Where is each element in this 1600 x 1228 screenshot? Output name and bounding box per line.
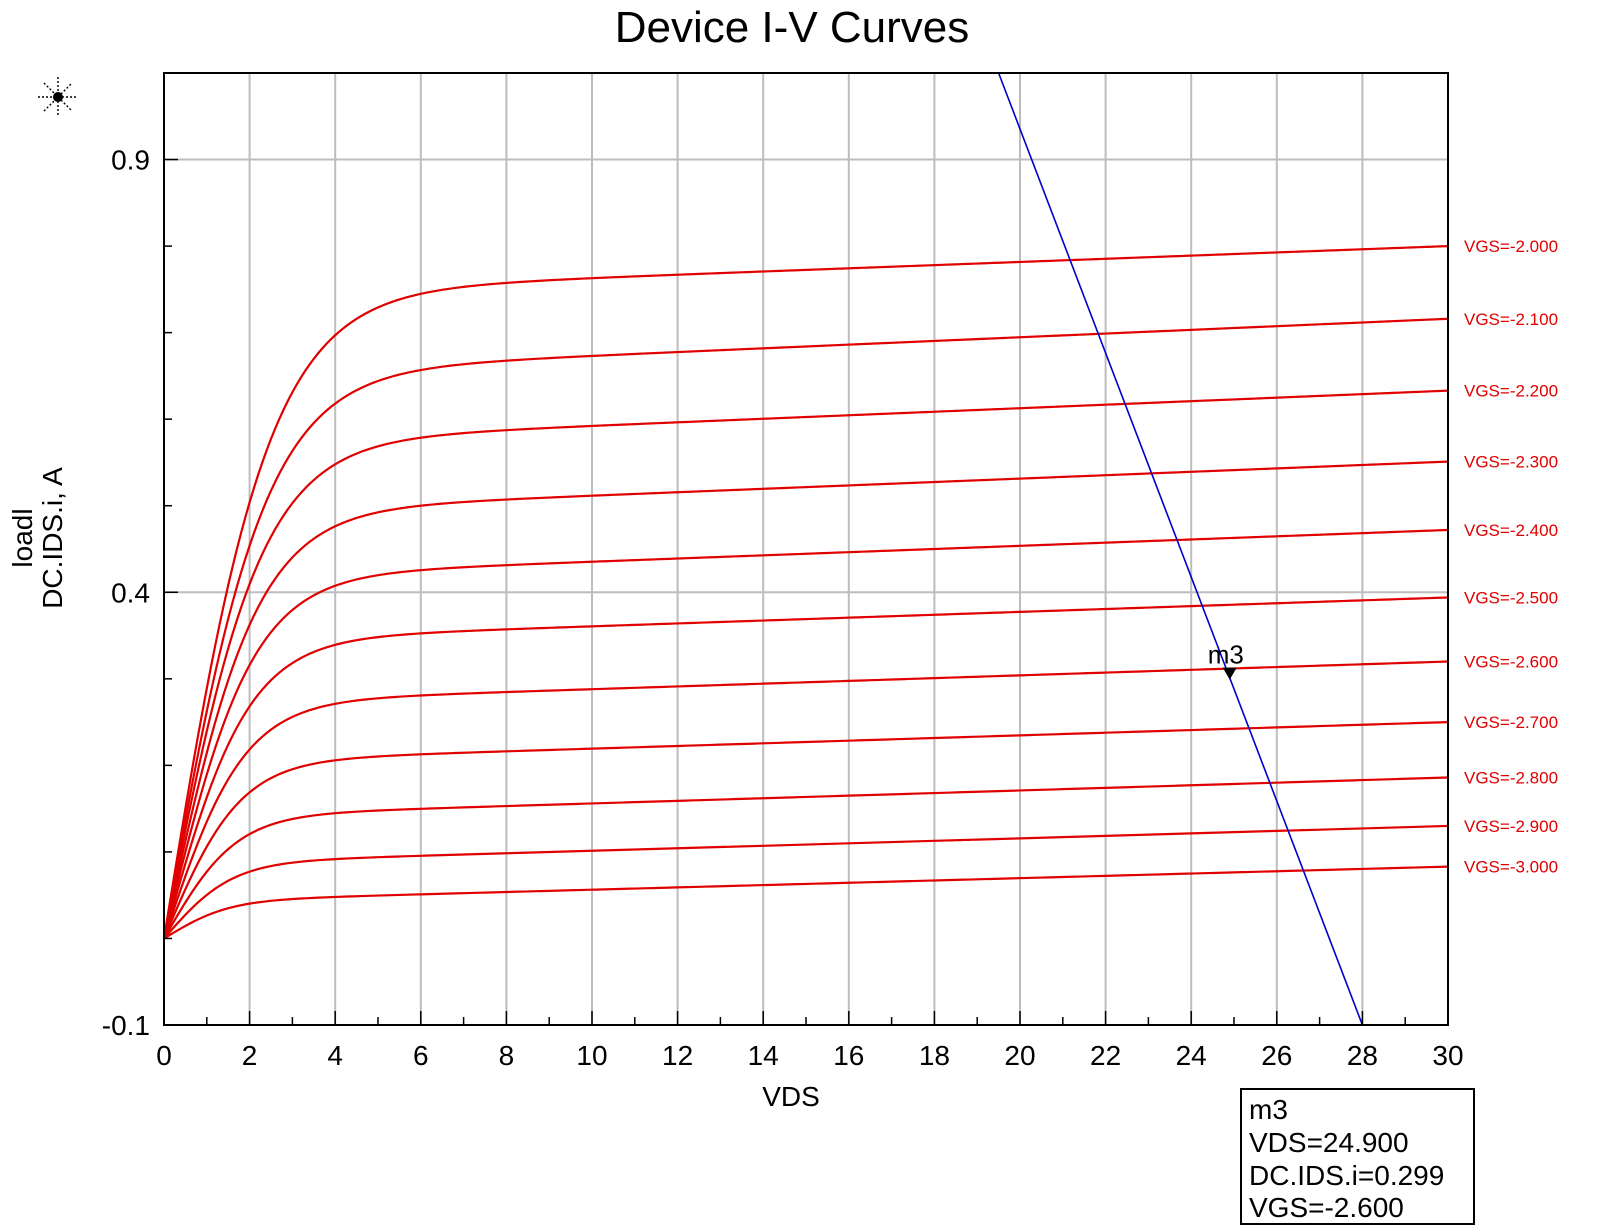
grid-lines (163, 73, 1449, 1026)
x-tick-label: 12 (662, 1040, 693, 1071)
y-axis-title: loadl DC.IDS.i, A (7, 467, 68, 609)
curve-label: VGS=-2.200 (1464, 382, 1558, 401)
x-tick-label: 4 (327, 1040, 343, 1071)
logo-icon (38, 77, 78, 117)
iv-curve (162, 244, 1449, 939)
iv-curve (163, 776, 1449, 940)
x-axis-title: VDS (762, 1081, 820, 1112)
iv-curve (162, 389, 1449, 939)
chart-title: Device I-V Curves (615, 3, 970, 52)
plot-border (163, 72, 1449, 1026)
curve-label: VGS=-2.100 (1464, 310, 1558, 329)
axis-ticks: 0 2 4 6 8 10 12 14 16 18 20 22 24 26 28 300.90.4-0.1 (102, 72, 1464, 1071)
x-tick-label: 16 (833, 1040, 864, 1071)
y-axis-title-line-2: DC.IDS.i, A (37, 467, 68, 609)
iv-curve (163, 824, 1449, 940)
iv-curves (162, 244, 1449, 940)
x-tick-label: 0 (156, 1040, 172, 1071)
readout-line-1: m3 (1249, 1094, 1288, 1125)
y-axis-title-line-1: loadl (7, 508, 38, 567)
curve-label: VGS=-2.900 (1464, 817, 1558, 836)
marker-label: m3 (1208, 640, 1244, 670)
curve-label: VGS=-2.600 (1464, 653, 1558, 672)
load-line-layer (997, 72, 1364, 1026)
marker-layer: m3 (1208, 640, 1244, 680)
curve-labels: VGS=-2.000 VGS=-2.100 VGS=-2.200 VGS=-2.300… (1464, 237, 1558, 877)
curve-label: VGS=-2.400 (1464, 521, 1558, 540)
x-tick-label: 20 (1004, 1040, 1035, 1071)
x-tick-label: 30 (1432, 1040, 1463, 1071)
iv-curve (162, 317, 1449, 939)
x-tick-label: 22 (1090, 1040, 1121, 1071)
x-tick-label: 2 (242, 1040, 258, 1071)
x-tick-label: 14 (748, 1040, 779, 1071)
iv-curve (163, 865, 1449, 940)
x-tick-label: 6 (413, 1040, 429, 1071)
x-tick-label: 26 (1261, 1040, 1292, 1071)
x-tick-label: 24 (1176, 1040, 1207, 1071)
curve-label: VGS=-3.000 (1464, 858, 1558, 877)
readout-line-4: VGS=-2.600 (1249, 1192, 1404, 1223)
marker-readout-box: m3 VDS=24.900 DC.IDS.i=0.299 VGS=-2.600 (1240, 1088, 1475, 1225)
x-tick-label: 8 (499, 1040, 515, 1071)
x-tick-label: 10 (576, 1040, 607, 1071)
curve-label: VGS=-2.500 (1464, 588, 1558, 607)
iv-curve (162, 528, 1449, 939)
readout-line-3: DC.IDS.i=0.299 (1249, 1160, 1444, 1191)
iv-curve (162, 720, 1449, 939)
curve-label: VGS=-2.700 (1464, 713, 1558, 732)
curve-label: VGS=-2.300 (1464, 453, 1558, 472)
x-tick-label: 28 (1347, 1040, 1378, 1071)
y-tick-label: 0.9 (111, 145, 150, 176)
readout-line-2: VDS=24.900 (1249, 1127, 1409, 1158)
y-tick-label: 0.4 (111, 577, 150, 608)
curve-label: VGS=-2.800 (1464, 768, 1558, 787)
y-tick-label: -0.1 (102, 1010, 150, 1041)
iv-curve (162, 460, 1449, 939)
curve-label: VGS=-2.000 (1464, 237, 1558, 256)
plot-frame (163, 72, 1449, 1026)
marker-triangle-icon (1222, 667, 1237, 680)
iv-curve (162, 596, 1449, 939)
x-tick-label: 18 (919, 1040, 950, 1071)
load-line (997, 72, 1364, 1026)
